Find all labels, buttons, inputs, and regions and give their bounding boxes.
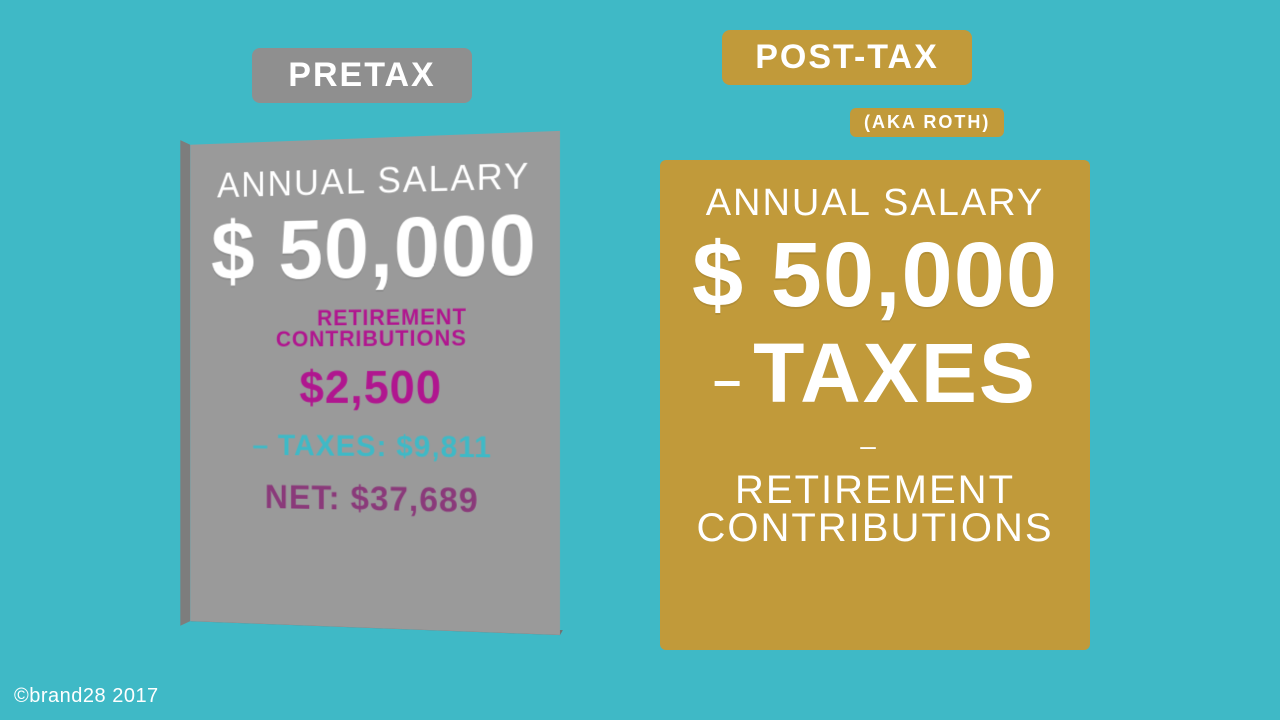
posttax-taxes-line: –TAXES	[684, 331, 1066, 415]
posttax-retirement-lines: – RETIREMENT CONTRIBUTIONS	[684, 433, 1066, 547]
pretax-retirement-row: RETIREMENT CONTRIBUTIONS $2,500	[209, 306, 540, 415]
pretax-taxes-line: – TAXES: $9,811	[209, 429, 540, 466]
pretax-card-face: ANNUAL SALARY $ 50,000 RETIREMENT CONTRI…	[190, 131, 560, 635]
posttax-salary-value: $ 50,000	[684, 229, 1066, 321]
pretax-pill-text: PRETAX	[288, 56, 435, 94]
pretax-card-side	[180, 140, 190, 626]
posttax-pill: POST-TAX	[722, 30, 972, 85]
pretax-card-inner: ANNUAL SALARY $ 50,000 RETIREMENT CONTRI…	[190, 131, 560, 635]
posttax-pill-text: POST-TAX	[755, 38, 939, 76]
copyright-text: ©brand28 2017	[14, 685, 159, 708]
pretax-retirement-value: $2,500	[299, 360, 442, 415]
pretax-card: ANNUAL SALARY $ 50,000 RETIREMENT CONTRI…	[180, 138, 560, 628]
pretax-pill: PRETAX	[252, 48, 472, 103]
posttax-subpill-text: (AKA ROTH)	[864, 112, 990, 132]
posttax-subpill: (AKA ROTH)	[850, 108, 1004, 137]
posttax-card: ANNUAL SALARY $ 50,000 –TAXES – RETIREME…	[660, 160, 1090, 650]
pretax-salary-value: $ 50,000	[209, 201, 540, 292]
pretax-net-line: NET: $37,689	[209, 477, 540, 522]
posttax-salary-label: ANNUAL SALARY	[684, 182, 1066, 225]
pretax-retirement-label: RETIREMENT CONTRIBUTIONS	[276, 307, 467, 350]
stage: PRETAX ANNUAL SALARY $ 50,000 RETIREMENT…	[0, 0, 1280, 720]
